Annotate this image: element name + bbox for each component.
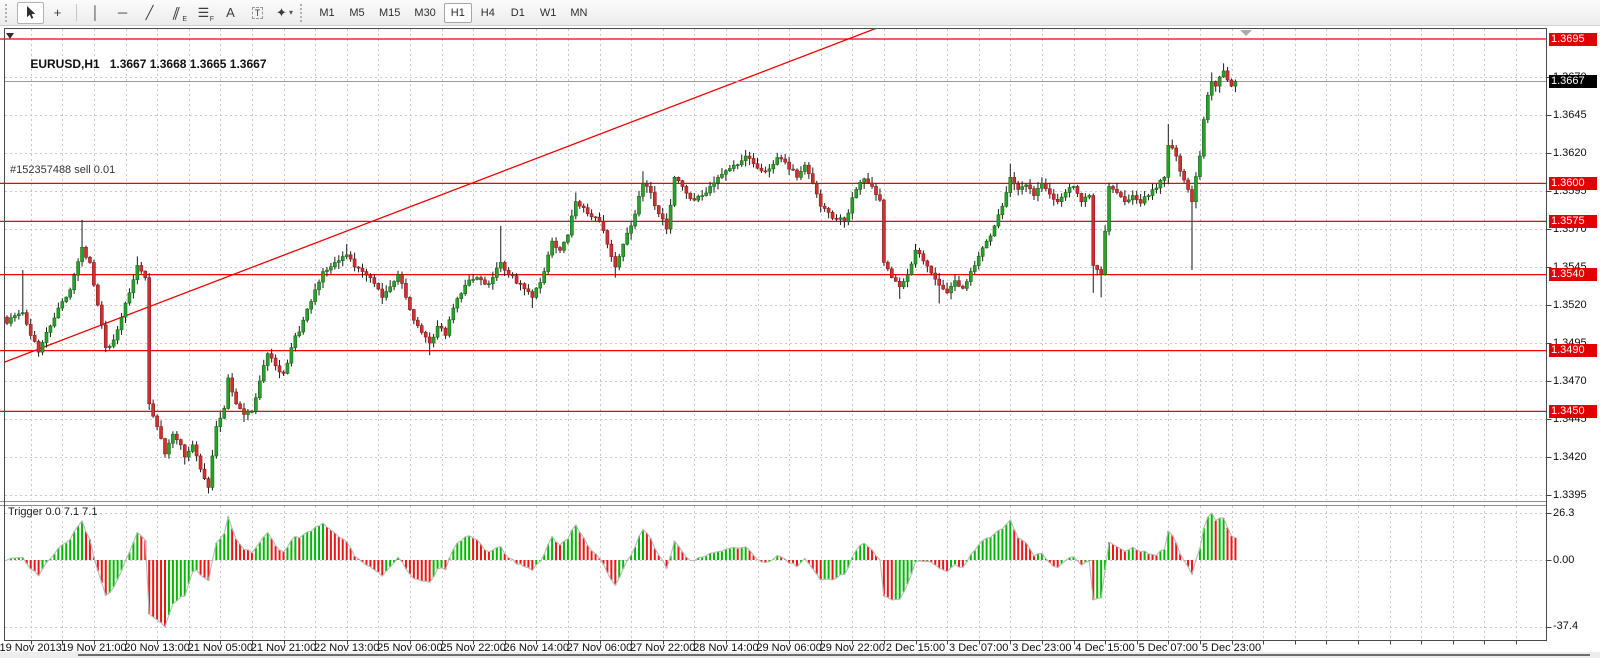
tool-text-label-button[interactable]: T: [244, 2, 271, 24]
timeframe-M5-button[interactable]: M5: [349, 6, 365, 19]
tool-vertical-line-button[interactable]: │: [82, 2, 109, 24]
time-axis-label: 3 Dec 23:00: [1012, 642, 1072, 654]
fibonacci-icon: ☰: [197, 4, 210, 20]
time-axis-label: 5 Dec 07:00: [1138, 642, 1198, 654]
toolbar-gripper: [300, 3, 306, 22]
histogram-series: [6, 512, 1237, 628]
trendline-icon: ╱: [145, 4, 154, 20]
time-axis-label: 21 Nov 05:00: [187, 642, 254, 654]
trendline[interactable]: [0, 28, 877, 365]
text-label-icon: T: [251, 6, 264, 19]
timeframe-M30-button[interactable]: M30: [414, 6, 436, 19]
timeframe-MN-button[interactable]: MN: [570, 6, 588, 19]
timeframe-W1-button[interactable]: W1: [539, 6, 557, 19]
price-grid-label: 1.3520: [1553, 298, 1587, 311]
time-axis-label: 25 Nov 06:00: [377, 642, 443, 654]
time-axis-label: 26 Nov 14:00: [503, 642, 570, 654]
time-axis-label: 27 Nov 06:00: [566, 642, 633, 654]
time-axis-label: 19 Nov 2013: [0, 642, 62, 654]
timeframe-M15-button[interactable]: M15: [379, 6, 401, 19]
toolbar-gripper: [5, 3, 11, 22]
timeframe-M1-button[interactable]: M1: [319, 6, 335, 19]
timeframe-D1-button[interactable]: D1: [510, 6, 525, 19]
equidistant-channel-icon: ∥: [170, 4, 183, 20]
level-lines[interactable]: [0, 38, 1546, 413]
tool-arrows-shapes-button[interactable]: ✦ ▾: [271, 2, 298, 24]
time-axis-label: 4 Dec 15:00: [1075, 642, 1135, 654]
tool-equidistant-channel-button[interactable]: ∥ E: [163, 2, 190, 24]
fibonacci-icon-badge: F: [209, 15, 214, 23]
candles-series: [5, 63, 1238, 494]
indicator-axis-label: 26.3: [1553, 506, 1575, 519]
text-icon: A: [226, 5, 235, 20]
vertical-line-icon: │: [91, 5, 100, 20]
horizontal-line-icon: ─: [117, 5, 128, 20]
chart-menu-triangle-icon[interactable]: [6, 33, 14, 39]
time-axis-label: 29 Nov 06:00: [756, 642, 822, 654]
axis-ticks: [31, 77, 1552, 645]
arrows-shapes-icon: ✦: [276, 4, 287, 20]
time-axis-label: 2 Dec 15:00: [885, 642, 946, 654]
window-bottom-edge: [78, 654, 1590, 656]
timeframe-H1-button[interactable]: H1: [443, 2, 472, 23]
time-axis-label: 29 Nov 22:00: [819, 642, 886, 654]
price-grid-label: 1.3470: [1553, 374, 1587, 387]
price-grid-label: 1.3395: [1553, 488, 1587, 501]
panel-separator[interactable]: [0, 501, 1546, 506]
current-price-tag: 1.3667: [1549, 75, 1597, 89]
equidistant-channel-icon-badge: E: [182, 15, 187, 23]
tool-horizontal-line-button[interactable]: ─: [109, 2, 136, 24]
tool-fibonacci-button[interactable]: ☰ F: [190, 2, 217, 24]
tool-crosshair-button[interactable]: +: [44, 2, 71, 24]
order-line-label: #152357488 sell 0.01: [10, 164, 116, 176]
tool-cursor-arrow-button[interactable]: [17, 1, 44, 24]
price-grid-label: 1.3645: [1553, 108, 1587, 121]
time-axis-label: 21 Nov 21:00: [250, 642, 317, 654]
level-price-tag: 1.3490: [1549, 344, 1597, 358]
chart-shift-marker-icon[interactable]: [1240, 30, 1252, 36]
chart-symbol-title: EURUSD,H1 1.3667 1.3668 1.3665 1.3667: [6, 29, 267, 85]
level-price-tag: 1.3540: [1549, 268, 1597, 282]
price-grid-label: 1.3620: [1553, 146, 1587, 159]
price-grid-label: 1.3420: [1553, 450, 1587, 463]
level-price-tag: 1.3600: [1549, 176, 1597, 190]
dropdown-arrow-icon[interactable]: ▾: [288, 8, 293, 17]
level-price-tag: 1.3575: [1549, 214, 1597, 228]
level-price-tag: 1.3695: [1549, 32, 1597, 46]
level-price-tag: 1.3450: [1549, 404, 1597, 418]
time-axis-label: 5 Dec 23:00: [1201, 642, 1262, 654]
plot-border: [4, 28, 1547, 641]
time-axis-label: 3 Dec 07:00: [949, 642, 1009, 654]
toolbar-separator: [76, 4, 77, 21]
tool-text-button[interactable]: A: [217, 2, 244, 24]
symbol-quote-text: EURUSD,H1 1.3667 1.3668 1.3665 1.3667: [30, 57, 267, 71]
time-axis-label: 25 Nov 22:00: [440, 642, 506, 654]
indicator-title: Trigger 0.0 7.1 7.1: [8, 506, 98, 518]
crosshair-icon: +: [53, 5, 62, 20]
trigger-line: [6, 512, 1236, 628]
time-axis-label: 27 Nov 22:00: [629, 642, 696, 654]
time-axis-label: 20 Nov 13:00: [124, 642, 190, 654]
tool-trendline-button[interactable]: ╱: [136, 2, 163, 24]
time-axis-label: 19 Nov 21:00: [61, 642, 127, 654]
indicator-axis-label: 0.00: [1553, 553, 1575, 566]
timeframe-H4-button[interactable]: H4: [480, 6, 495, 19]
toolbar: + │ ─ ╱ ∥ E ☰ F A T ✦ ▾ M1 M5 M15 M30 H1 H4 D1 W1 MN: [0, 0, 1600, 26]
time-axis-label: 22 Nov 13:00: [313, 642, 380, 654]
indicator-axis-label: -37.4: [1553, 620, 1579, 633]
cursor-arrow-icon: [26, 6, 35, 19]
time-axis-label: 28 Nov 14:00: [693, 642, 759, 654]
